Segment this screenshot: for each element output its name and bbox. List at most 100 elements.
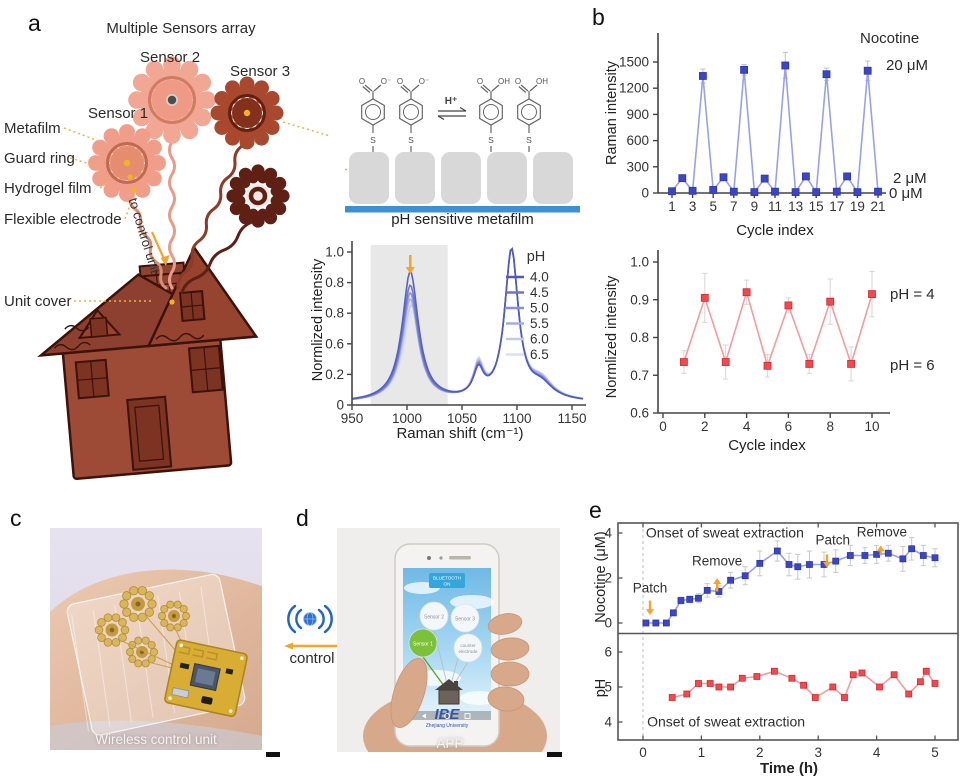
- metafilm-block: [441, 152, 481, 204]
- svg-text:19: 19: [850, 199, 865, 214]
- svg-text:O: O: [359, 77, 365, 86]
- scale-bar-c: [266, 752, 280, 757]
- svg-text:0: 0: [336, 398, 344, 413]
- svg-text:O: O: [515, 77, 521, 86]
- svg-text:1.0: 1.0: [325, 245, 344, 260]
- sensor2-label: Sensor 2: [140, 49, 201, 66]
- panel-d-caption: APP: [436, 736, 464, 751]
- ph-cycles-chart: 0.6 0.7 0.8 0.9 1.0 0 2 4 6 8 10: [630, 250, 890, 434]
- signal-arc-icon: [295, 608, 303, 630]
- pcb-board: [164, 639, 248, 717]
- svg-text:4.0: 4.0: [530, 270, 549, 285]
- svg-text:electrode: electrode: [459, 649, 478, 654]
- svg-text:Patch: Patch: [816, 532, 851, 547]
- svg-text:0.9: 0.9: [630, 292, 649, 307]
- svg-text:3: 3: [814, 745, 822, 760]
- svg-text:8: 8: [826, 419, 834, 434]
- svg-text:0.2: 0.2: [325, 367, 344, 382]
- svg-text:Sensor 1: Sensor 1: [413, 642, 433, 648]
- b2-ylabel: Normlized intensity: [604, 275, 620, 399]
- raman-xlabel: Raman shift (cm⁻¹): [396, 425, 524, 442]
- wireless-link-icon: [284, 604, 337, 650]
- label-pointer-lines: [63, 121, 330, 302]
- svg-text:S: S: [370, 135, 376, 145]
- frame: 0 1 2 3 4 5 0 2 4 4 5 6: [604, 522, 959, 760]
- svg-text:Patch: Patch: [633, 581, 668, 596]
- left-arrow-icon: [284, 642, 293, 650]
- svg-text:Remove: Remove: [857, 524, 907, 539]
- panel-letter-c: c: [10, 505, 22, 531]
- axes: 0.6 0.7 0.8 0.9 1.0 0 2 4 6 8 10: [630, 250, 890, 434]
- sensor1-label: Sensor 1: [88, 105, 149, 122]
- svg-text:ON: ON: [444, 582, 451, 587]
- svg-text:4: 4: [873, 745, 881, 760]
- svg-text:0.6: 0.6: [630, 406, 649, 421]
- svg-text:IBE: IBE: [434, 706, 460, 723]
- b1-ylabel: Raman intensity: [604, 61, 620, 165]
- svg-text:6: 6: [604, 645, 612, 660]
- data-series: [668, 51, 882, 197]
- svg-text:6: 6: [785, 419, 793, 434]
- metafilm-block: [487, 152, 527, 204]
- b2-ph4-label: pH = 4: [890, 286, 935, 303]
- svg-text:O: O: [397, 77, 403, 86]
- top-annotations: Onset of sweat extraction Patch Remove Patc…: [633, 524, 907, 616]
- svg-text:O⁻: O⁻: [381, 77, 391, 86]
- spectra-series: [351, 247, 584, 401]
- svg-text:0.6: 0.6: [325, 336, 344, 351]
- unit-cover-label: Unit cover: [4, 293, 72, 310]
- schematic-title: Multiple Sensors array: [106, 20, 256, 37]
- nicotine-series: [642, 536, 939, 627]
- metafilm-block: [533, 152, 573, 204]
- panel-letter-d: d: [296, 505, 309, 531]
- svg-text:0: 0: [659, 419, 667, 434]
- svg-text:600: 600: [626, 133, 649, 148]
- e-bottom-ylabel: pH: [593, 678, 609, 698]
- benzoate-molecule: O O⁻ S: [397, 77, 429, 152]
- metafilm-block: [395, 152, 435, 204]
- svg-text:1200: 1200: [619, 81, 649, 96]
- svg-text:Remove: Remove: [692, 554, 742, 569]
- sensor3-label: Sensor 3: [230, 63, 291, 80]
- data-series: [680, 270, 876, 382]
- sensor-flower: [226, 164, 290, 228]
- axes: 950 1000 1050 1100 1150 0 0.2 0.6 0.8 0.8 1.0: [325, 241, 587, 426]
- svg-text:1150: 1150: [557, 411, 586, 426]
- benzoate-molecule: O OH S: [477, 77, 510, 152]
- svg-text:4: 4: [743, 419, 751, 434]
- app-balloon: [408, 628, 438, 658]
- sensor-wires: [128, 140, 254, 294]
- app-balloon: [453, 633, 483, 663]
- metafilm-label: Metafilm: [4, 120, 61, 137]
- svg-text:1100: 1100: [502, 411, 531, 426]
- svg-text:1000: 1000: [392, 411, 422, 426]
- svg-text:0.8: 0.8: [325, 306, 344, 321]
- svg-text:6.5: 6.5: [530, 347, 549, 362]
- svg-text:7: 7: [730, 199, 738, 214]
- benzoate-molecule: O O⁻ S: [359, 77, 391, 152]
- gold-sensor-flower: [158, 600, 190, 632]
- svg-text:Onset of sweat extraction: Onset of sweat extraction: [646, 525, 804, 541]
- gold-sensor-flower: [94, 613, 130, 647]
- app-balloon: [450, 603, 480, 633]
- hand-fingers: [390, 613, 530, 728]
- signal-arc-icon: [287, 604, 297, 634]
- sweat-monitoring-chart: 0 1 2 3 4 5 0 2 4 4 5 6 Onset of sweat extraction Pat…: [604, 522, 959, 760]
- house-illustration: [37, 245, 259, 480]
- svg-text:1: 1: [698, 745, 706, 760]
- metafilm-caption: pH sensitive metafilm: [391, 211, 534, 228]
- svg-text:0.7: 0.7: [630, 368, 649, 383]
- control-label: control: [289, 650, 335, 667]
- metafilm-block: [349, 152, 389, 204]
- b2-ph6-label: pH = 6: [890, 357, 935, 374]
- svg-text:0: 0: [639, 745, 647, 760]
- svg-text:0: 0: [604, 616, 612, 631]
- legend: pH 4.04.55.05.56.06.5: [506, 249, 549, 362]
- svg-text:Onset of sweat extraction: Onset of sweat extraction: [647, 714, 805, 730]
- hydrogel-film-label: Hydrogel film: [4, 180, 92, 197]
- svg-text:pH: pH: [527, 249, 546, 265]
- svg-text:OH: OH: [498, 77, 510, 86]
- svg-text:21: 21: [870, 199, 885, 214]
